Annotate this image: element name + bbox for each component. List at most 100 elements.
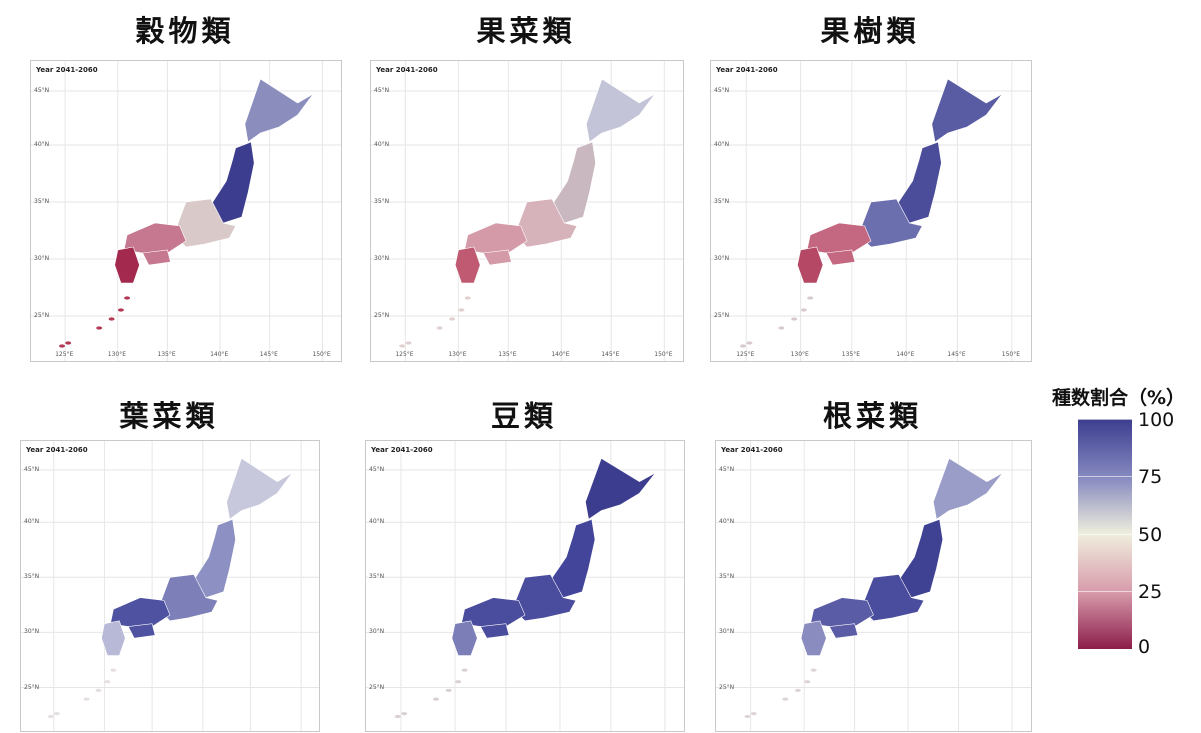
- lon-tick-label: 150°E: [654, 351, 673, 358]
- island: [782, 697, 789, 701]
- map-panel: 豆類 Year 2041-2060 45°N 40°N 35°N 30°N 25°N: [365, 0, 685, 733]
- island: [449, 317, 456, 321]
- lat-tick-label: 40°N: [719, 518, 735, 526]
- region-hokkaido: [585, 78, 656, 143]
- map-panel: 穀物類 Year 2041-2060 45°N 40°N 35°N 30°N 25°N 125…: [30, 0, 342, 733]
- lat-tick-label: 25°N: [369, 683, 385, 691]
- legend-title: 種数割合（%）: [1052, 387, 1186, 409]
- region-north: [898, 518, 944, 598]
- region-hokkaido: [931, 78, 1003, 143]
- island: [394, 714, 401, 719]
- lat-tick-label: 40°N: [374, 141, 390, 148]
- lat-tick-label: 35°N: [369, 573, 385, 581]
- lat-tick-label: 25°N: [374, 312, 390, 319]
- map-frame: Year 2041-2060 45°N 40°N 35°N 30°N 25°N 125°E 1…: [30, 60, 342, 362]
- island: [432, 697, 439, 701]
- region-shikoku: [825, 249, 856, 266]
- map-frame: Year 2041-2060 45°N 40°N 35°N 30°N 25°N 125°E 1…: [710, 60, 1032, 362]
- legend-tick: [1078, 419, 1132, 420]
- lon-tick-label: 125°E: [55, 351, 74, 358]
- legend-label-0: 0: [1138, 636, 1151, 658]
- lat-tick-label: 25°N: [714, 312, 730, 319]
- lon-tick-label: 145°E: [259, 351, 278, 358]
- island: [794, 688, 801, 692]
- period-label: Year 2041-2060: [36, 66, 98, 74]
- region-north: [550, 518, 596, 598]
- lat-tick-label: 35°N: [374, 198, 390, 205]
- lat-tick-label: 45°N: [34, 87, 50, 94]
- legend-label-75: 75: [1138, 466, 1163, 488]
- legend-label-50: 50: [1138, 524, 1163, 546]
- island: [464, 296, 471, 300]
- japan-map: [31, 61, 341, 361]
- island: [436, 326, 443, 330]
- panel-title: 豆類: [490, 399, 557, 433]
- lon-tick-label: 125°E: [736, 351, 755, 358]
- japan-map: [21, 441, 319, 731]
- lat-tick-label: 30°N: [369, 628, 385, 636]
- region-hokkaido: [585, 457, 656, 520]
- color-legend: 種数割合（%） 100 75 50 25 0: [1052, 383, 1201, 663]
- island: [96, 326, 103, 330]
- map-panel: 果樹類 Year 2041-2060 45°N 40°N 35°N 30°N 25°N 125…: [710, 0, 1032, 733]
- island: [108, 317, 115, 321]
- map-frame: Year 2041-2060 45°N 40°N 35°N 30°N 25°N: [715, 440, 1032, 732]
- lon-tick-label: 140°E: [896, 351, 915, 358]
- legend-label-100: 100: [1138, 409, 1175, 431]
- lat-tick-label: 30°N: [714, 255, 730, 262]
- lat-tick-label: 45°N: [719, 466, 735, 473]
- island: [744, 714, 751, 719]
- lat-tick-label: 40°N: [34, 141, 50, 148]
- lat-tick-label: 35°N: [719, 573, 735, 581]
- region-kyushu: [451, 620, 478, 656]
- lat-tick-label: 35°N: [714, 198, 730, 205]
- lon-tick-label: 140°E: [551, 351, 570, 358]
- region-hokkaido: [226, 457, 293, 520]
- lat-tick-label: 40°N: [24, 518, 40, 526]
- lon-tick-label: 135°E: [498, 351, 517, 358]
- lon-tick-label: 130°E: [448, 351, 467, 358]
- map-panel: 根菜類 Year 2041-2060 45°N 40°N 35°N 30°N 25°N: [715, 0, 1032, 733]
- island: [461, 668, 468, 672]
- island: [746, 341, 753, 345]
- panel-title: 果樹類: [820, 14, 920, 48]
- lon-tick-label: 130°E: [790, 351, 809, 358]
- legend-tick: [1078, 476, 1132, 477]
- region-shikoku: [127, 623, 156, 639]
- region-kyushu: [454, 246, 481, 284]
- map-frame: Year 2041-2060 45°N 40°N 35°N 30°N 25°N: [365, 440, 685, 732]
- island: [807, 296, 814, 300]
- region-north: [896, 141, 942, 224]
- region-shikoku: [828, 623, 859, 639]
- lat-tick-label: 25°N: [34, 312, 50, 319]
- panel-title: 根菜類: [822, 399, 922, 433]
- region-hokkaido: [244, 78, 314, 143]
- lon-tick-label: 150°E: [312, 351, 331, 358]
- lat-tick-label: 25°N: [719, 683, 735, 691]
- island: [47, 714, 54, 719]
- lon-tick-label: 145°E: [947, 351, 966, 358]
- legend-tick: [1078, 534, 1132, 535]
- region-kyushu: [797, 246, 824, 284]
- lat-tick-label: 40°N: [714, 141, 730, 148]
- island: [124, 296, 131, 300]
- lat-tick-label: 35°N: [34, 198, 50, 205]
- period-label: Year 2041-2060: [371, 446, 433, 454]
- lat-tick-label: 30°N: [719, 628, 735, 636]
- map-panel: 葉菜類 Year 2041-2060 45°N 40°N 35°N 30°N 25°N: [20, 0, 320, 733]
- region-kyushu: [114, 246, 140, 284]
- lon-tick-label: 135°E: [841, 351, 861, 358]
- legend-label-25: 25: [1138, 581, 1163, 603]
- island: [778, 326, 785, 330]
- region-shikoku: [142, 249, 171, 266]
- lat-tick-label: 45°N: [374, 87, 390, 94]
- region-shikoku: [482, 249, 512, 266]
- island: [791, 317, 798, 321]
- lon-tick-label: 145°E: [601, 351, 620, 358]
- lat-tick-label: 40°N: [369, 518, 385, 526]
- island: [59, 344, 65, 348]
- period-label: Year 2041-2060: [26, 446, 88, 454]
- island: [405, 341, 412, 345]
- map-frame: Year 2041-2060 45°N 40°N 35°N 30°N 25°N: [20, 440, 320, 732]
- island: [65, 341, 72, 345]
